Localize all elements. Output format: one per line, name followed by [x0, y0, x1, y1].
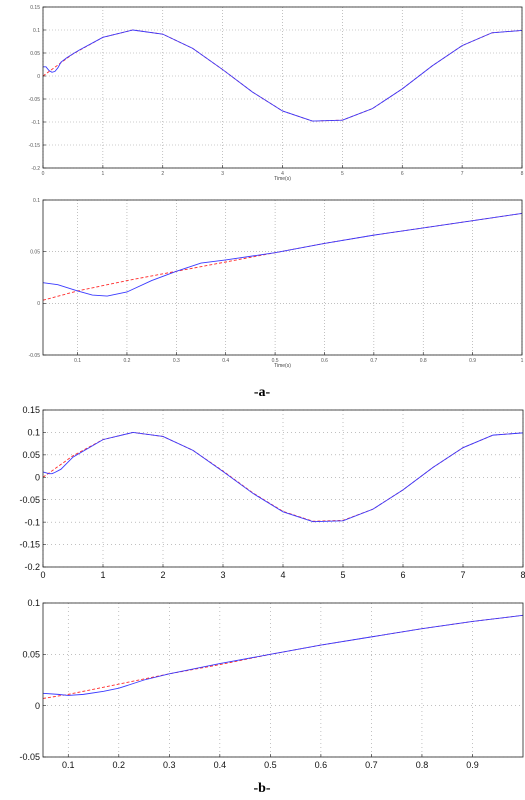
x-tick-label: 2: [161, 171, 164, 177]
x-tick-label: 0.1: [74, 358, 81, 364]
y-tick-label: -0.05: [19, 752, 40, 762]
x-tick-label: 3: [221, 171, 224, 177]
x-tick-label: 0.7: [370, 358, 377, 364]
y-tick-label: 0: [37, 74, 40, 80]
series-actual-line: [42, 614, 524, 696]
series-reference-line: [42, 431, 524, 522]
x-tick-label: 0.1: [62, 760, 75, 770]
x-tick-label: 3: [220, 570, 225, 580]
y-tick-label: 0.1: [27, 428, 40, 438]
x-tick-label: 4: [280, 570, 285, 580]
y-tick-label: -0.15: [19, 540, 40, 550]
y-tick-label: -0.05: [29, 353, 41, 359]
x-tick-label: 6: [400, 570, 405, 580]
series-actual-line: [42, 212, 523, 297]
y-tick-label: 0.05: [30, 51, 40, 57]
x-tick-label: 1: [101, 171, 104, 177]
y-tick-label: 0.15: [30, 5, 40, 11]
x-tick-label: 7: [460, 570, 465, 580]
y-tick-label: 0: [35, 472, 40, 482]
caption-b: -b-: [253, 781, 270, 796]
x-tick-label: 0.8: [420, 358, 427, 364]
x-tick-label: 1: [100, 570, 105, 580]
y-tick-label: -0.05: [29, 97, 41, 103]
y-tick-label: 0.1: [27, 598, 40, 608]
y-tick-label: 0: [35, 701, 40, 711]
x-tick-label: 4: [281, 171, 284, 177]
x-tick-label: 0: [42, 171, 45, 177]
y-tick-label: -0.2: [24, 562, 40, 572]
caption-a: -a-: [254, 385, 271, 400]
y-tick-label: -0.15: [29, 143, 41, 149]
x-tick-label: 0.9: [469, 358, 476, 364]
x-tick-label: 0.4: [222, 358, 229, 364]
series-actual-line: [43, 29, 523, 122]
x-tick-label: 0.6: [315, 760, 328, 770]
x-tick-label: 0.3: [173, 358, 180, 364]
chart-a-bottom: 0.1 0.2 0.3 0.4 0.5 0.6 0.7 0.8 0.9 1 0.1 0.05 0 -0.0…: [29, 198, 524, 369]
x-axis-label: Time(s): [274, 363, 291, 369]
x-tick-label: 0.8: [416, 760, 429, 770]
x-tick-label: 0.4: [214, 760, 227, 770]
x-tick-label: 8: [521, 171, 524, 177]
x-tick-label: 5: [341, 171, 344, 177]
y-tick-label: 0.05: [22, 450, 40, 460]
series-reference-line: [42, 614, 524, 699]
y-tick-label: 0.05: [30, 249, 40, 255]
x-tick-label: 0.5: [272, 358, 279, 364]
x-tick-label: 0.2: [113, 760, 126, 770]
x-tick-label: 6: [401, 171, 404, 177]
x-tick-label: 0.9: [466, 760, 479, 770]
x-tick-label: 0.2: [123, 358, 130, 364]
x-axis-label: Time(s): [274, 176, 291, 182]
chart-b-top: 0 1 2 3 4 5 6 7 8 0.15 0.1 0.05 0 -0.05 -0.1 -0.15 -0.2: [19, 405, 525, 580]
y-tick-label: -0.1: [24, 517, 40, 527]
y-tick-label: -0.05: [19, 495, 40, 505]
chart-a-top: 0 1 2 3 4 5 6 7 8 0.15 0.1 0.05 0 -0.05 -0.1 -0.15 -0.2 T…: [29, 5, 524, 182]
series-actual-line: [42, 431, 524, 523]
plot-frame: [42, 199, 523, 356]
y-tick-label: 0.1: [33, 198, 40, 204]
y-tick-label: 0.05: [22, 649, 40, 659]
y-tick-label: 0: [37, 301, 40, 307]
plot-frame: [42, 602, 524, 758]
plot-frame: [42, 409, 524, 568]
x-tick-label: 8: [520, 570, 525, 580]
x-tick-label: 0.6: [321, 358, 328, 364]
series-reference-line: [42, 212, 523, 301]
y-tick-label: 0.1: [33, 28, 40, 34]
x-tick-label: 0.5: [264, 760, 277, 770]
chart-b-bottom: 0.1 0.2 0.3 0.4 0.5 0.6 0.7 0.8 0.9 0.1 0.05 0 -0.05: [19, 598, 524, 770]
x-tick-label: 0.3: [163, 760, 176, 770]
x-tick-label: 7: [461, 171, 464, 177]
x-tick-label: 0.7: [365, 760, 378, 770]
x-tick-label: 5: [340, 570, 345, 580]
y-tick-label: -0.2: [31, 166, 40, 172]
x-tick-label: 0: [40, 570, 45, 580]
x-tick-label: 1: [521, 358, 524, 364]
y-tick-label: 0.15: [22, 405, 40, 415]
x-tick-label: 2: [160, 570, 165, 580]
y-tick-label: -0.1: [31, 120, 40, 126]
